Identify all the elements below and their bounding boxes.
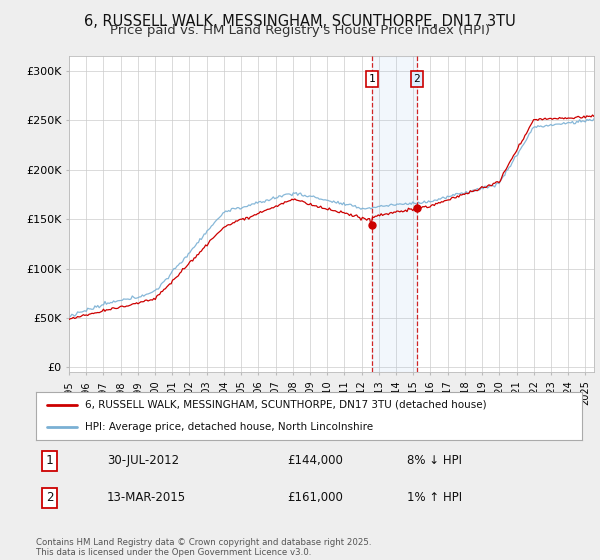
Bar <box>371 56 417 372</box>
Text: £144,000: £144,000 <box>287 454 343 468</box>
Text: Contains HM Land Registry data © Crown copyright and database right 2025.
This d: Contains HM Land Registry data © Crown c… <box>36 538 371 557</box>
Text: 13-MAR-2015: 13-MAR-2015 <box>107 491 186 505</box>
Text: 6, RUSSELL WALK, MESSINGHAM, SCUNTHORPE, DN17 3TU (detached house): 6, RUSSELL WALK, MESSINGHAM, SCUNTHORPE,… <box>85 400 487 410</box>
Text: £161,000: £161,000 <box>287 491 343 505</box>
Text: 6, RUSSELL WALK, MESSINGHAM, SCUNTHORPE, DN17 3TU: 6, RUSSELL WALK, MESSINGHAM, SCUNTHORPE,… <box>84 14 516 29</box>
Text: 30-JUL-2012: 30-JUL-2012 <box>107 454 179 468</box>
Text: 2: 2 <box>46 491 53 505</box>
Text: 1: 1 <box>46 454 53 468</box>
Text: HPI: Average price, detached house, North Lincolnshire: HPI: Average price, detached house, Nort… <box>85 422 373 432</box>
Text: Price paid vs. HM Land Registry's House Price Index (HPI): Price paid vs. HM Land Registry's House … <box>110 24 490 37</box>
Text: 1: 1 <box>368 74 375 84</box>
Text: 2: 2 <box>413 74 420 84</box>
Text: 1% ↑ HPI: 1% ↑ HPI <box>407 491 463 505</box>
Text: 8% ↓ HPI: 8% ↓ HPI <box>407 454 462 468</box>
